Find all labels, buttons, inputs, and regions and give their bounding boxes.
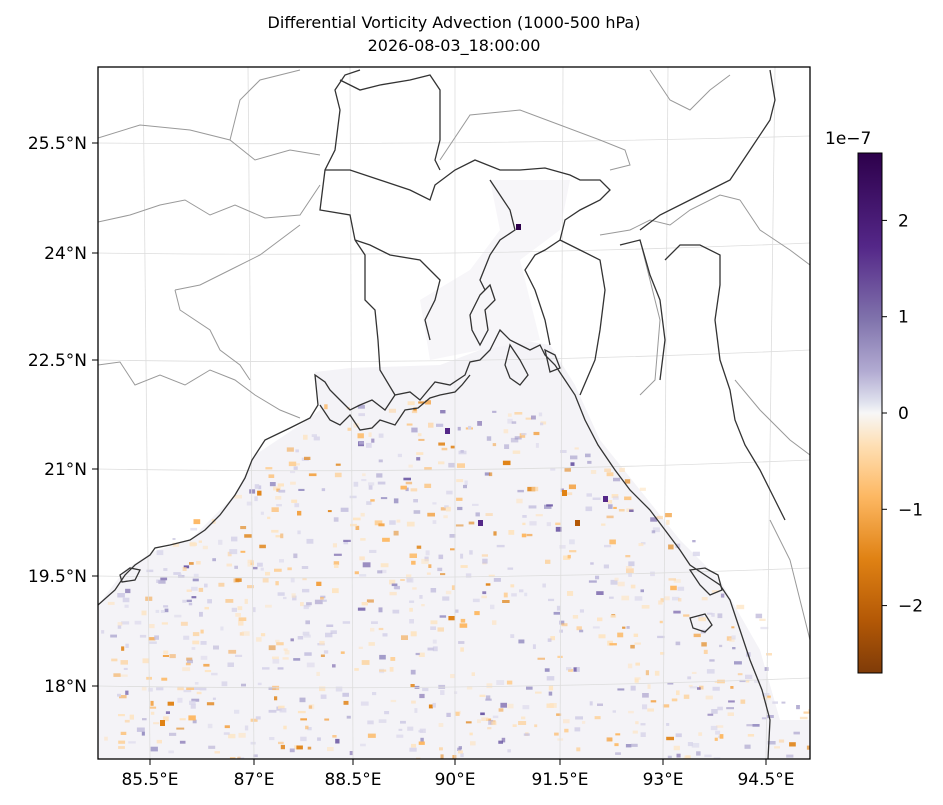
- map-title: Differential Vorticity Advection (1000-5…: [267, 13, 641, 32]
- lat-label-24n: 24°N: [44, 244, 87, 264]
- colorbar-tick-label: −2: [898, 597, 923, 617]
- colorbar-tick-label: 2: [898, 211, 909, 231]
- colorbar-ticks: 2 1 0 −1 −2: [882, 211, 923, 617]
- state-borders: [98, 69, 810, 641]
- map-frame: [97, 66, 811, 760]
- graticule: [98, 67, 810, 759]
- colorbar: [857, 152, 883, 674]
- lat-label-22-5n: 22.5°N: [28, 351, 87, 371]
- colorbar-tick-label: 1: [898, 308, 909, 328]
- lat-label-19-5n: 19.5°N: [28, 567, 87, 587]
- lat-label-18n: 18°N: [44, 677, 87, 697]
- lon-label-87e: 87°E: [234, 770, 275, 790]
- lat-label-21n: 21°N: [44, 460, 87, 480]
- river-delta-field: [420, 180, 570, 360]
- lon-label-93e: 93°E: [643, 770, 684, 790]
- lon-label-90e: 90°E: [435, 770, 476, 790]
- lon-label-88-5e: 88.5°E: [324, 770, 381, 790]
- colorbar-tick-label: −1: [898, 500, 923, 520]
- lat-label-25-5n: 25.5°N: [28, 134, 87, 154]
- map-plot-area: [98, 67, 810, 759]
- colorbar-exponent-label: 1e−7: [825, 129, 872, 149]
- axis-ticks: [92, 142, 767, 765]
- lon-label-94-5e: 94.5°E: [737, 770, 794, 790]
- lon-label-91-5e: 91.5°E: [531, 770, 588, 790]
- coastline-and-country-borders: [98, 69, 786, 759]
- lon-label-85-5e: 85.5°E: [121, 770, 178, 790]
- map-subtitle: 2026-08-03_18:00:00: [367, 36, 541, 55]
- colorbar-tick-label: 0: [898, 404, 909, 424]
- advection-field-pattern: [101, 224, 810, 759]
